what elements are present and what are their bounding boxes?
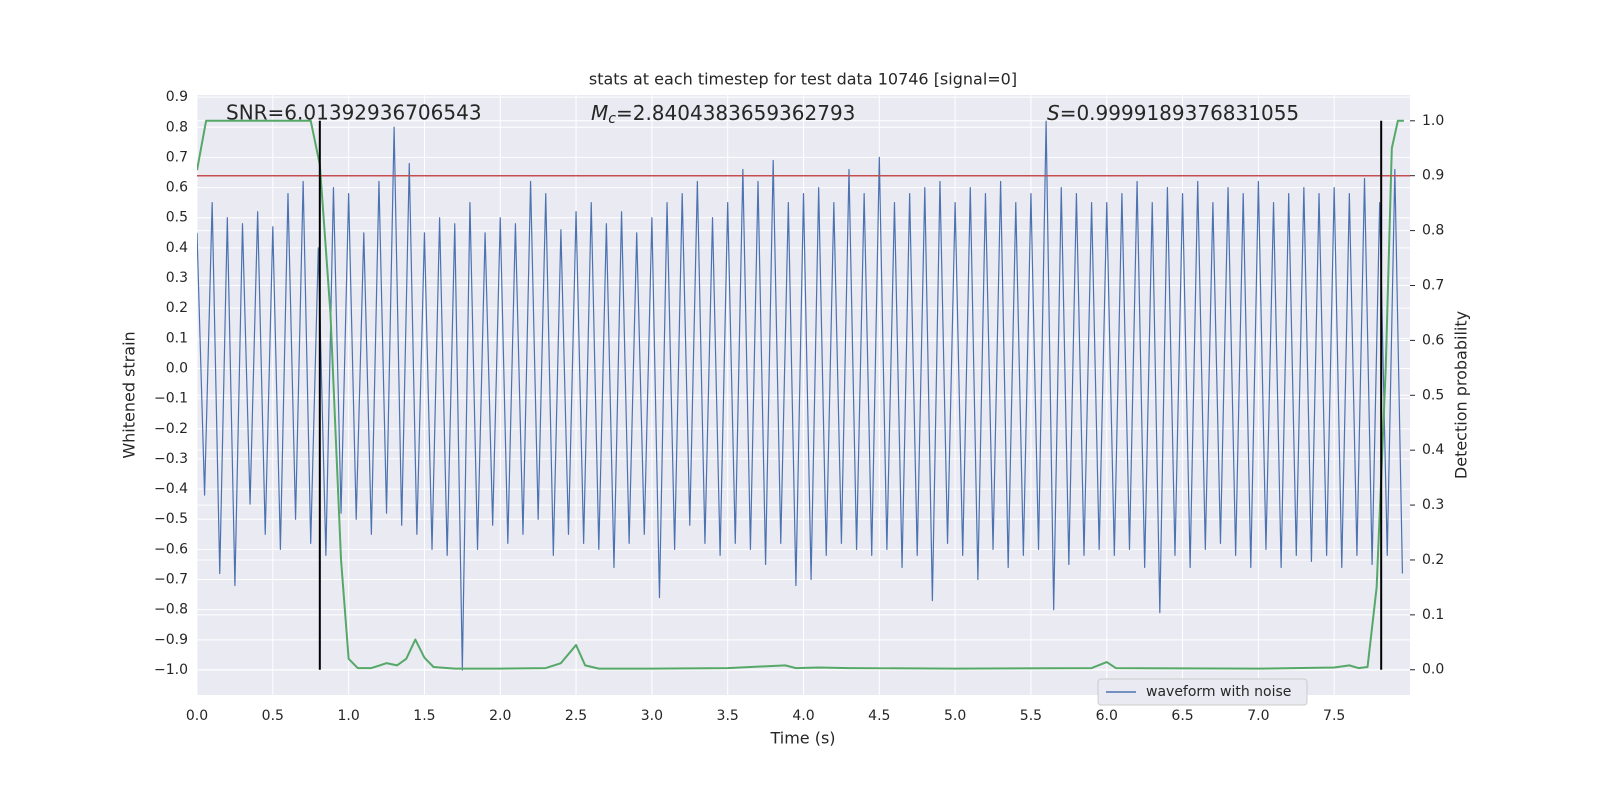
y2-tick-label: 0.9 (1422, 168, 1444, 184)
y-tick-label: −0.1 (154, 391, 188, 407)
y2-tick-label: 0.0 (1422, 662, 1444, 678)
y-tick-label: −0.5 (154, 511, 188, 527)
x-tick-label: 0.0 (186, 708, 208, 724)
y-tick-label: 0.6 (166, 180, 188, 196)
annotation: SNR=6.01392936706543 (226, 101, 482, 125)
y-tick-label: 0.7 (166, 149, 188, 165)
y-tick-label: −0.2 (154, 421, 188, 437)
x-tick-label: 3.5 (717, 708, 739, 724)
y2-tick-label: 0.5 (1422, 387, 1444, 403)
x-tick-label: 6.5 (1171, 708, 1193, 724)
y-tick-label: −0.9 (154, 632, 188, 648)
y2-tick-label: 0.4 (1422, 442, 1444, 458)
y-tick-label: 0.8 (166, 119, 188, 135)
annotation-symbol: M (591, 101, 608, 125)
y2-tick-label: 0.7 (1422, 277, 1444, 293)
y-tick-label: −0.7 (154, 572, 188, 588)
y-tick-label: 0.9 (166, 89, 188, 105)
y-tick-label: 0.5 (166, 210, 188, 226)
x-tick-label: 1.5 (413, 708, 435, 724)
legend-label: waveform with noise (1146, 684, 1291, 700)
y-tick-label: −0.6 (154, 541, 188, 557)
series-line (197, 120, 1404, 671)
series-line (197, 119, 1404, 670)
annotation-text: =2.8404383659362793 (616, 101, 855, 125)
y2-tick-label: 0.6 (1422, 332, 1444, 348)
y-tick-label: −0.3 (154, 451, 188, 467)
x-tick-label: 4.5 (868, 708, 890, 724)
y-tick-label: −0.8 (154, 602, 188, 618)
annotation: S=0.9999189376831055 (1047, 101, 1299, 125)
y2-tick-label: 0.2 (1422, 552, 1444, 568)
x-tick-label: 2.0 (489, 708, 511, 724)
x-tick-label: 4.0 (792, 708, 814, 724)
chart-title: stats at each timestep for test data 107… (589, 70, 1017, 89)
y2-tick-label: 0.3 (1422, 497, 1444, 513)
x-tick-label: 1.0 (337, 708, 359, 724)
legend: waveform with noise (1097, 678, 1308, 706)
x-tick-label: 6.0 (1096, 708, 1118, 724)
y-axis-label: Whitened strain (120, 331, 139, 458)
y-tick-label: 0.0 (166, 360, 188, 376)
x-tick-label: 0.5 (262, 708, 284, 724)
x-tick-label: 5.5 (1020, 708, 1042, 724)
x-tick-label: 7.0 (1247, 708, 1269, 724)
y2-axis-label: Detection probability (1452, 311, 1471, 479)
y-tick-label: −1.0 (154, 662, 188, 678)
x-tick-label: 2.5 (565, 708, 587, 724)
plot-marks (197, 119, 1410, 671)
x-axis-label: Time (s) (769, 729, 835, 748)
y-tick-label: −0.4 (154, 481, 188, 497)
x-tick-label: 5.0 (944, 708, 966, 724)
legend-box (1097, 678, 1308, 706)
y-tick-label: 0.4 (166, 240, 188, 256)
annotation-subscript: c (608, 111, 616, 127)
y-tick-label: 0.1 (166, 330, 188, 346)
x-tick-label: 3.0 (641, 708, 663, 724)
y2-tick-label: 1.0 (1422, 113, 1444, 129)
y2-tick-label: 0.1 (1422, 607, 1444, 623)
annotation-symbol: S (1047, 101, 1060, 125)
annotation-text: =0.9999189376831055 (1060, 101, 1299, 125)
y2-tick-label: 0.8 (1422, 223, 1444, 239)
y-tick-label: 0.3 (166, 270, 188, 286)
annotation: Mc=2.8404383659362793 (591, 101, 855, 128)
y-tick-label: 0.2 (166, 300, 188, 316)
x-tick-label: 7.5 (1323, 708, 1345, 724)
